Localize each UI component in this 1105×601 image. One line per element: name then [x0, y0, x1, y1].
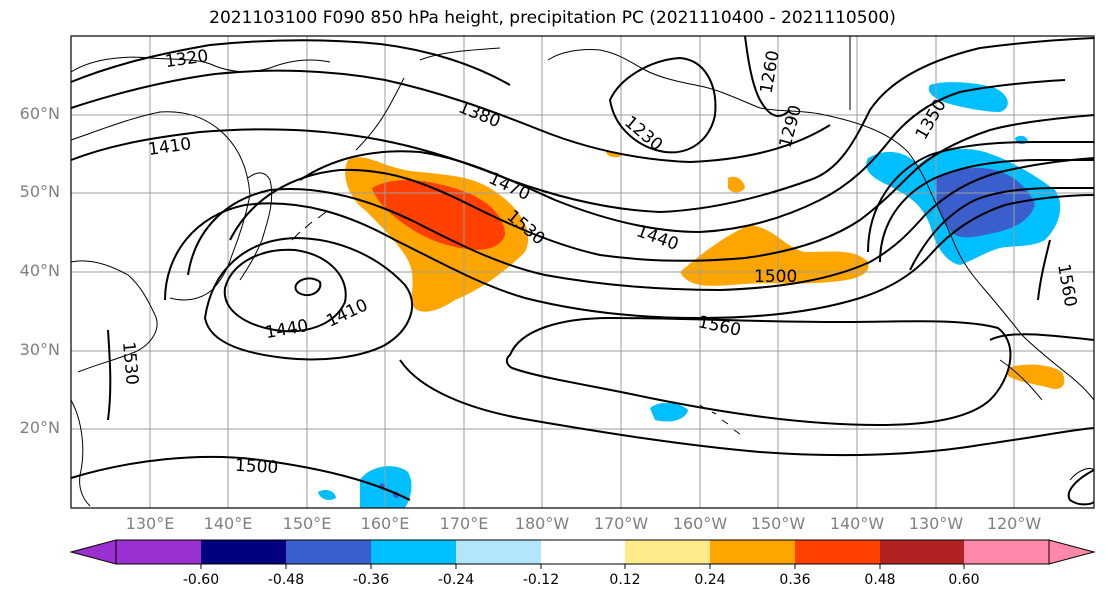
map-title: 2021103100 F090 850 hPa height, precipit… [209, 8, 896, 28]
colorbar-segment [201, 540, 286, 564]
lon-label: 160°E [360, 514, 410, 533]
graticule [71, 36, 1094, 508]
lon-label: 120°W [986, 514, 1042, 533]
colorbar-segment [286, 540, 371, 564]
contour-label: 1350 [912, 96, 951, 143]
contour-label: 1500 [234, 456, 278, 478]
colorbar-extend-high [1048, 539, 1096, 565]
precip-negative-region [360, 466, 412, 508]
colorbar [69, 539, 1096, 569]
precip-anomaly-shading [318, 82, 1065, 508]
precip-strong-region [372, 180, 505, 250]
colorbar-segment [456, 540, 541, 564]
contour-label: 1560 [1053, 262, 1080, 308]
colorbar-tick-label: 0.60 [948, 572, 980, 588]
lon-label: 170°E [439, 514, 489, 533]
contour-label: 1530 [118, 341, 142, 386]
lon-label: 150°W [750, 514, 806, 533]
colorbar-tick-label: -0.60 [182, 572, 220, 588]
precip-positive-region [1008, 364, 1065, 390]
contour-label: 1440 [264, 316, 310, 343]
colorbar-tick-label: -0.24 [437, 572, 475, 588]
coastlines [70, 36, 1095, 507]
colorbar-segment [541, 540, 625, 564]
lon-label: 130°E [125, 514, 175, 533]
height-contours [70, 35, 1095, 506]
colorbar-segment [710, 540, 795, 564]
lat-label: 60°N [19, 104, 60, 123]
contour-label: 1440 [634, 221, 681, 255]
lon-label: 140°W [829, 514, 885, 533]
colorbar-segment [964, 540, 1049, 564]
colorbar-tick-label: -0.36 [352, 572, 390, 588]
map-frame [70, 35, 1095, 509]
colorbar-tick-label: -0.12 [522, 572, 560, 588]
contour-label: 1500 [754, 267, 797, 287]
precip-positive-region [728, 176, 745, 193]
colorbar-extend-low [69, 539, 117, 565]
lon-label: 180°W [514, 514, 570, 533]
lon-label: 140°E [203, 514, 253, 533]
contour-label: 1380 [455, 97, 503, 132]
colorbar-frame [115, 539, 1050, 565]
precip-negative-region [318, 490, 336, 500]
lat-label: 30°N [19, 340, 60, 359]
lat-label: 50°N [19, 182, 60, 201]
colorbar-segment [116, 540, 201, 564]
colorbar-segment [880, 540, 964, 564]
colorbar-tick-label: -0.48 [267, 572, 305, 588]
colorbar-segment [795, 540, 880, 564]
colorbar-tick-label: 0.48 [864, 572, 896, 588]
colorbar-segment [625, 540, 710, 564]
contour-label: 1320 [164, 46, 210, 72]
precip-negative-region [928, 82, 1008, 112]
colorbar-segment [371, 540, 456, 564]
lon-label: 160°W [672, 514, 728, 533]
lon-label: 130°W [908, 514, 964, 533]
contour-label: 1260 [757, 49, 784, 95]
lat-label: 40°N [19, 261, 60, 280]
precip-negative-region [650, 402, 688, 422]
precip-strong-negative-region [935, 167, 1035, 238]
colorbar-tick-label: 0.12 [609, 572, 641, 588]
contour-label: 1410 [323, 295, 371, 331]
lon-label: 150°E [282, 514, 332, 533]
colorbar-tick-label: 0.24 [694, 572, 726, 588]
lat-label: 20°N [19, 418, 60, 437]
colorbar-tick-label: 0.36 [779, 572, 811, 588]
precip-positive-region [680, 225, 869, 286]
lon-label: 170°W [593, 514, 649, 533]
